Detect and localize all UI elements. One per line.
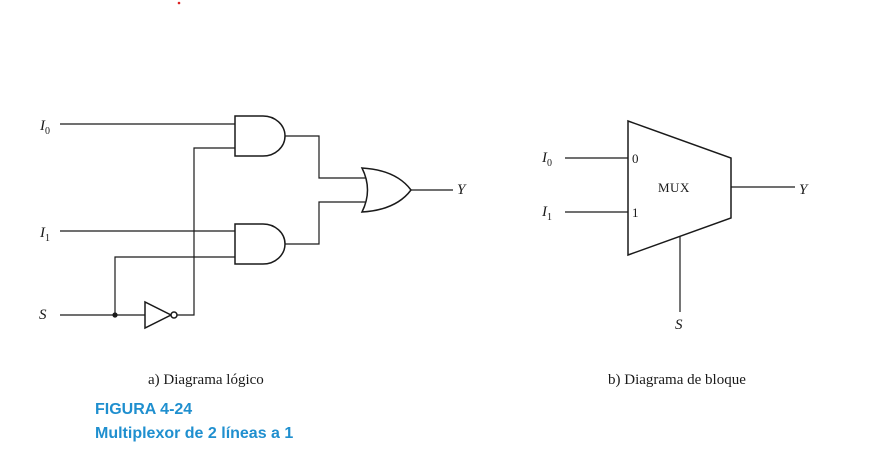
- caption-a: a) Diagrama lógico: [148, 372, 264, 388]
- and-gate-1: [234, 115, 286, 157]
- stray-mark: [177, 1, 181, 5]
- or-gate: [360, 167, 412, 213]
- input-label-i0: I0: [39, 118, 50, 137]
- not-gate-bubble: [170, 311, 178, 319]
- logic-diagram: I0 I1 S Y a) Diagrama lógico: [39, 115, 467, 388]
- select-label-s: S: [39, 307, 47, 323]
- junction-dot: [112, 312, 118, 318]
- mux-port-0: 0: [632, 151, 639, 166]
- input-label-i1: I1: [39, 225, 50, 244]
- wire-and1-to-or: [285, 135, 366, 179]
- mux-block: [627, 119, 732, 257]
- mux-input-label-i0: I0: [541, 150, 552, 169]
- output-label-y: Y: [457, 182, 467, 198]
- and-gate-2: [234, 223, 286, 265]
- mux-output-label-y: Y: [799, 182, 809, 198]
- caption-b: b) Diagrama de bloque: [608, 372, 746, 388]
- wire-s-to-and2: [114, 256, 235, 315]
- not-gate: [144, 300, 173, 330]
- block-diagram: I0 I1 S Y 0 1 MUX b) Diagrama de bloque: [541, 119, 809, 388]
- mux-select-label-s: S: [675, 317, 683, 333]
- figure-title: Multiplexor de 2 líneas a 1: [95, 425, 294, 442]
- mux-input-label-i1: I1: [541, 204, 552, 223]
- mux-port-1: 1: [632, 205, 639, 220]
- mux-block-label: MUX: [658, 180, 690, 195]
- wire-and2-to-or: [285, 201, 366, 245]
- wire-not-to-and1: [176, 147, 235, 316]
- figure-number: FIGURA 4-24: [95, 401, 193, 418]
